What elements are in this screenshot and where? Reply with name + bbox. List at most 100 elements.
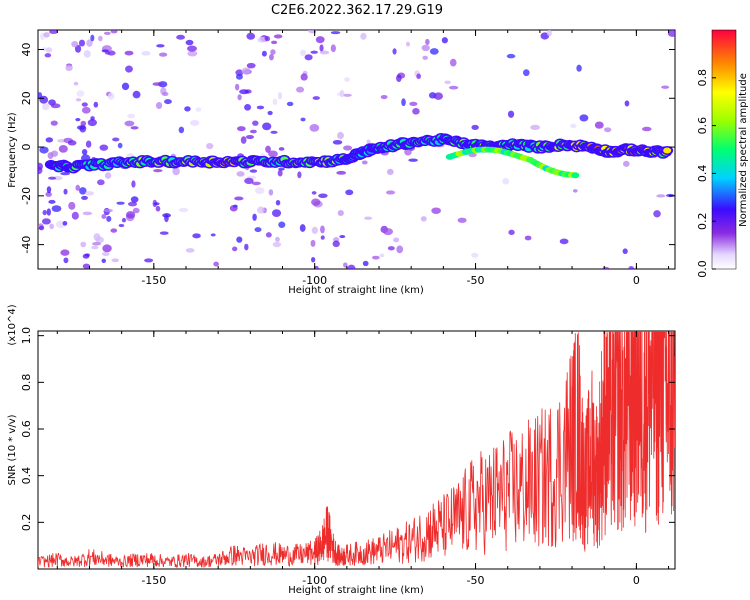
noise-speckle (82, 263, 91, 269)
signal-ridge-layer (44, 132, 674, 179)
colorbar-ticks: 0.0 0.2 0.4 0.6 0.8 (696, 69, 716, 278)
noise-speckle (189, 119, 200, 126)
noise-speckle (628, 266, 635, 269)
noise-speckle (272, 98, 278, 106)
colorbar-tick-label: 0.8 (696, 69, 709, 87)
noise-speckle (78, 39, 86, 47)
noise-speckle (576, 64, 582, 72)
noise-speckle (506, 53, 516, 59)
noise-speckle (92, 242, 102, 246)
noise-speckle (39, 146, 49, 154)
noise-speckle (471, 124, 479, 130)
noise-speckle (332, 240, 340, 248)
noise-speckle (90, 34, 95, 42)
noise-speckle (178, 207, 189, 213)
noise-speckle (85, 140, 92, 148)
noise-speckle (235, 83, 240, 91)
noise-speckle (124, 50, 134, 56)
noise-speckle (624, 100, 630, 107)
noise-speckle (372, 255, 380, 260)
noise-speckle (275, 236, 280, 242)
noise-speckle (393, 237, 400, 243)
noise-speckle (380, 94, 388, 100)
noise-speckle (570, 123, 577, 129)
noise-speckle (121, 217, 127, 223)
noise-speckle (176, 34, 185, 40)
noise-speckle (103, 31, 111, 36)
noise-speckle (125, 65, 133, 73)
ridge-branch (571, 172, 580, 179)
noise-speckle (429, 48, 439, 55)
noise-speckle (97, 179, 105, 186)
noise-speckle (102, 244, 112, 253)
noise-speckle (271, 40, 278, 45)
noise-speckle (164, 99, 172, 105)
noise-speckle (540, 32, 550, 40)
colorbar-tick-label: 0.0 (696, 260, 709, 278)
noise-speckle (131, 180, 136, 188)
noise-speckle (602, 266, 610, 269)
noise-speckle (45, 191, 52, 197)
noise-speckle (300, 73, 308, 81)
noise-speckle (130, 126, 139, 130)
noise-speckle (75, 117, 81, 122)
noise-speckle (144, 258, 154, 263)
noise-speckle (299, 224, 306, 232)
noise-speckle (57, 138, 66, 143)
noise-speckle (524, 235, 532, 241)
noise-speckle (235, 73, 243, 80)
noise-speckle (79, 124, 87, 133)
noise-speckle (195, 107, 202, 112)
noise-speckle (192, 233, 201, 239)
noise-speckle (71, 211, 79, 220)
noise-speckle (60, 249, 70, 256)
noise-speckle (320, 225, 325, 234)
noise-speckle (244, 243, 249, 251)
noise-speckle (396, 245, 404, 254)
noise-speckle (49, 30, 59, 35)
noise-speckle (103, 208, 113, 213)
noise-speckle (449, 58, 457, 67)
noise-speckle (210, 233, 216, 237)
noise-speckle (245, 134, 254, 140)
noise-speckle (73, 81, 79, 86)
noise-speckle (185, 39, 194, 46)
noise-speckle (60, 172, 71, 176)
noise-speckle (262, 122, 272, 131)
noise-speckle (110, 30, 118, 34)
noise-speckle (604, 127, 612, 133)
spectrogram-y-axis-label: Frequency (Hz) (7, 112, 18, 188)
x-tick-label: -50 (467, 274, 485, 287)
spectrogram-ticks: -150 -100 -50 0 -40 -20 0 20 40 (20, 30, 675, 287)
noise-speckle (91, 245, 99, 250)
noise-speckle (236, 236, 243, 243)
noise-speckle (38, 225, 45, 231)
noise-speckle (416, 73, 421, 80)
noise-speckle (559, 238, 569, 245)
noise-speckle (156, 44, 165, 48)
noise-speckle (42, 209, 47, 216)
noise-speckle (236, 171, 245, 177)
noise-speckle (396, 74, 402, 82)
noise-speckle (239, 89, 249, 95)
noise-speckle (304, 54, 313, 61)
noise-speckle (241, 67, 251, 75)
noise-speckle (261, 50, 267, 57)
noise-speckle (275, 199, 281, 206)
snr-y-axis-label: SNR (10 * v/v) (7, 414, 18, 485)
y-tick-label: 40 (20, 43, 33, 57)
noise-speckle (110, 228, 118, 233)
noise-speckle (344, 77, 350, 82)
noise-speckle (127, 113, 136, 119)
noise-speckle (278, 147, 285, 151)
noise-speckle (265, 145, 271, 153)
noise-speckle (421, 44, 430, 52)
noise-speckle (246, 62, 256, 69)
noise-speckle (81, 106, 91, 114)
noise-speckle (42, 47, 47, 52)
noise-speckle (51, 205, 62, 212)
noise-speckle (286, 101, 294, 107)
noise-speckle (300, 117, 306, 122)
noise-speckle (49, 223, 55, 230)
noise-speckle (412, 108, 420, 115)
